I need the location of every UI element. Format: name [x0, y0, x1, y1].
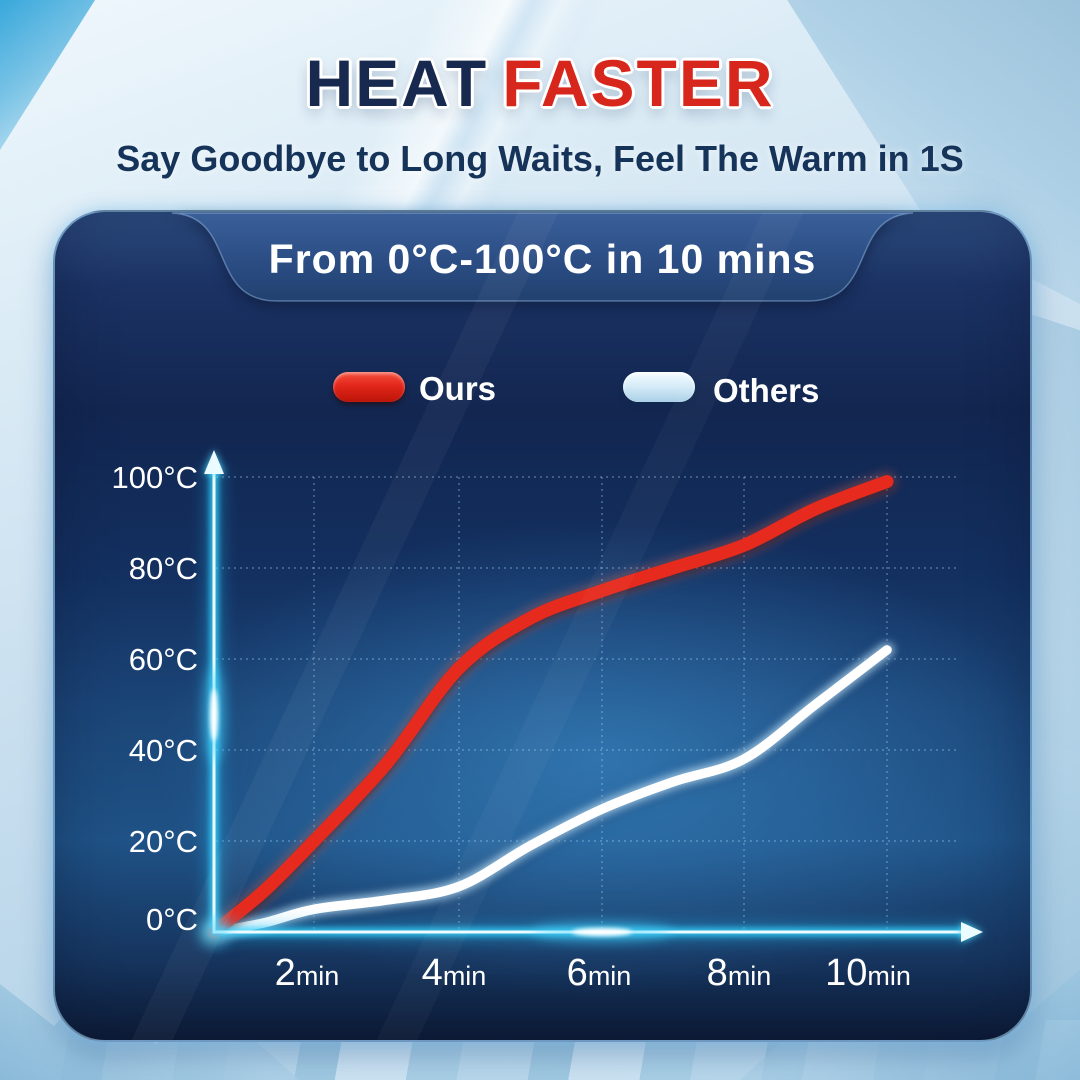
tab-label: From 0°C-100°C in 10 mins [268, 236, 817, 282]
y-tick-label-60: 60°C [129, 642, 198, 677]
y-axis-arrow [204, 450, 224, 474]
x-tick-label-4min: 4min [422, 952, 487, 994]
y-tick-label-80: 80°C [129, 551, 198, 586]
page-subtitle: Say Goodbye to Long Waits, Feel The Warm… [116, 138, 964, 179]
axes-layer [198, 450, 983, 948]
legend-swatch-ours [333, 372, 405, 402]
title-word-heat: HEAT [305, 46, 489, 120]
series-ours-line [207, 475, 894, 939]
x-tick-label-8min: 8min [707, 952, 772, 994]
header: HEAT FASTER Say Goodbye to Long Waits, Fe… [0, 50, 1080, 180]
y-tick-label-20: 20°C [129, 824, 198, 859]
y-tick-label-100: 100°C [111, 460, 198, 495]
x-tick-label-6min: 6min [567, 952, 632, 994]
x-tick-label-2min: 2min [275, 952, 340, 994]
series-others-line [209, 645, 892, 937]
chart-panel: From 0°C-100°C in 10 mins Ours Others 0°… [53, 210, 1032, 1042]
legend-label-others: Others [713, 372, 820, 409]
page-title: HEAT FASTER [0, 50, 1080, 116]
legend-label-ours: Ours [419, 370, 497, 407]
x-tick-label-10min: 10min [825, 952, 911, 994]
origin-glow [198, 916, 230, 948]
line-chart: 0°C 20°C 40°C 60°C 80°C 100°C 2min 4min 6min 8min… [111, 450, 983, 994]
axis-line [212, 466, 967, 934]
x-axis-flare [572, 928, 632, 936]
y-axis-flare [210, 689, 218, 741]
y-tick-label-40: 40°C [129, 733, 198, 768]
y-tick-label-0: 0°C [146, 902, 198, 937]
curve-layer [205, 472, 896, 941]
x-axis-arrow [961, 922, 983, 942]
series-ours-halo [205, 472, 896, 941]
grid-layer [216, 476, 960, 930]
axis-inner-glow [209, 466, 967, 937]
title-word-faster: FASTER [502, 46, 775, 120]
legend-swatch-others [623, 372, 695, 402]
series-others-halo [206, 642, 895, 940]
axis-outer-glow [203, 466, 967, 943]
